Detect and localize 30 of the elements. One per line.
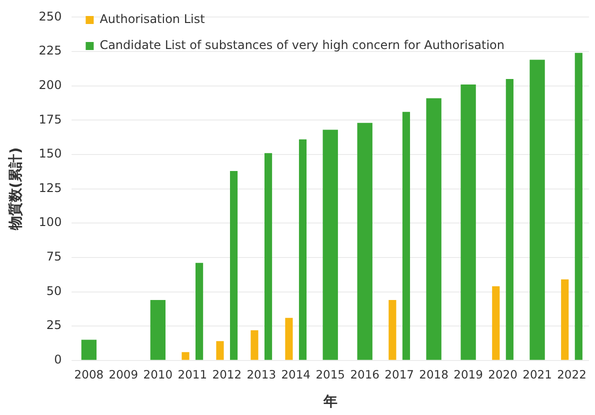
x-tick-label: 2017 — [384, 367, 414, 382]
x-tick-label: 2020 — [488, 367, 518, 382]
x-tick-label: 2014 — [281, 367, 311, 382]
legend-label: Authorisation List — [100, 12, 206, 26]
y-tick-label: 25 — [46, 318, 62, 332]
y-tick-label: 0 — [54, 352, 62, 367]
y-tick-label: 200 — [38, 78, 62, 92]
x-tick-label: 2011 — [178, 367, 208, 382]
x-axis-title: 年 — [322, 394, 338, 410]
x-tick-label: 2016 — [350, 367, 380, 382]
legend-label: Candidate List of substances of very high concern for Authorisation — [100, 38, 504, 52]
x-tick-label: 2018 — [419, 367, 448, 382]
y-tick-label: 150 — [38, 146, 62, 161]
x-tick-label: 2019 — [454, 367, 483, 382]
x-tick-label: 2010 — [143, 367, 173, 382]
y-tick-label: 125 — [38, 180, 62, 195]
y-tick-label: 100 — [38, 215, 62, 230]
x-tick-label: 2013 — [246, 367, 276, 382]
x-tick-label: 2012 — [212, 367, 242, 382]
y-tick-label: 50 — [46, 284, 62, 298]
y-tick-label: 175 — [38, 112, 62, 126]
x-tick-label: 2021 — [522, 367, 552, 382]
x-tick-label: 2022 — [557, 367, 586, 382]
x-tick-label: 2009 — [108, 367, 138, 382]
y-axis-title: 物質数(累計) — [7, 147, 24, 232]
y-tick-label: 250 — [38, 9, 62, 24]
y-tick-label: 75 — [46, 250, 62, 264]
x-tick-label: 2008 — [74, 367, 104, 382]
x-tick-label: 2015 — [316, 367, 345, 382]
y-tick-label: 225 — [38, 44, 62, 58]
